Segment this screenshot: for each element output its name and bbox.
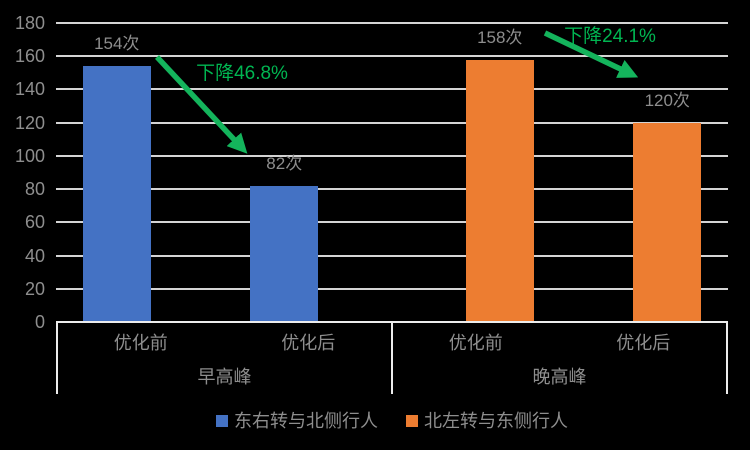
- category-label-evening-peak-after: 优化后: [616, 333, 671, 353]
- data-label-morning-peak-before: 154次: [94, 34, 140, 53]
- gridline: [56, 22, 728, 24]
- legend-item-1: 东右转与北侧行人: [216, 411, 378, 431]
- gridline: [56, 55, 728, 57]
- y-axis-tick-label: 140: [14, 79, 45, 99]
- decrease-annotation-2: 下降24.1%: [564, 26, 656, 47]
- gridline: [56, 288, 728, 290]
- gridline: [56, 155, 728, 157]
- category-axis-separator: [391, 321, 393, 394]
- data-label-evening-peak-after: 120次: [644, 91, 690, 110]
- y-axis-tick-label: 60: [24, 212, 45, 232]
- bar-evening-peak-before: [466, 60, 534, 322]
- legend-label-2: 北左转与东侧行人: [424, 411, 568, 431]
- legend-label-1: 东右转与北侧行人: [234, 411, 378, 431]
- y-axis-tick-label: 160: [14, 46, 45, 66]
- legend-swatch-2: [406, 415, 418, 427]
- bar-morning-peak-before: [83, 66, 151, 322]
- legend-swatch-1: [216, 415, 228, 427]
- y-axis-tick-label: 0: [34, 312, 45, 332]
- data-label-morning-peak-after: 82次: [266, 154, 303, 173]
- category-label-morning-peak-after: 优化后: [281, 333, 336, 353]
- y-axis-tick-label: 180: [14, 13, 45, 33]
- legend: 东右转与北侧行人 北左转与东侧行人: [57, 411, 727, 431]
- y-axis-tick-label: 100: [14, 146, 45, 166]
- legend-item-2: 北左转与东侧行人: [406, 411, 568, 431]
- gridline: [56, 221, 728, 223]
- bar-morning-peak-after: [250, 186, 318, 322]
- data-label-evening-peak-before: 158次: [477, 28, 523, 47]
- bar-evening-peak-after: [633, 123, 701, 322]
- y-axis-tick-label: 120: [14, 113, 45, 133]
- category-label-evening-peak-before: 优化前: [448, 333, 503, 353]
- gridline: [56, 88, 728, 90]
- decrease-annotation-1: 下降46.8%: [196, 63, 288, 84]
- gridline: [56, 255, 728, 257]
- gridline: [56, 122, 728, 124]
- gridline: [56, 188, 728, 190]
- category-axis-separator: [56, 321, 58, 394]
- category-label-morning-peak-before: 优化前: [113, 333, 168, 353]
- y-axis-tick-label: 40: [24, 246, 45, 266]
- y-axis-tick-label: 80: [24, 179, 45, 199]
- group-label-evening-peak: 晚高峰: [532, 367, 587, 387]
- group-label-morning-peak: 早高峰: [197, 367, 252, 387]
- y-axis-tick-label: 20: [24, 279, 45, 299]
- category-axis-separator: [726, 321, 728, 394]
